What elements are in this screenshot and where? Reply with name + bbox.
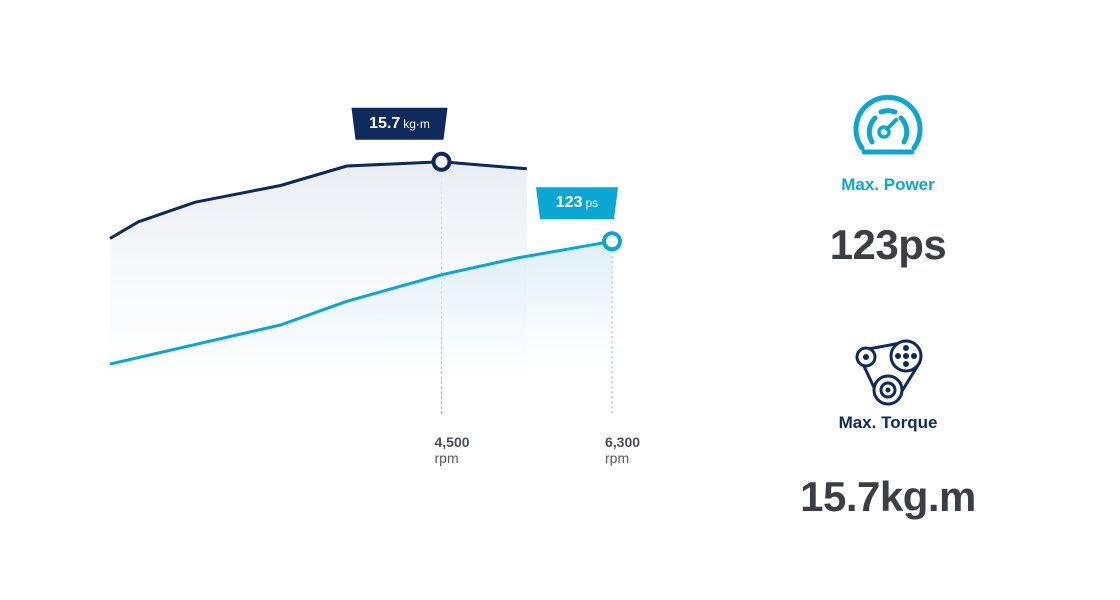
torque-callout-value: 15.7	[369, 114, 401, 132]
power-callout-unit: ps	[585, 196, 599, 211]
x-tick-label: 6,300 rpm	[605, 434, 640, 466]
max-power-stat: Max. Power 123ps	[790, 92, 986, 269]
x-tick-value: 4,500	[434, 434, 470, 450]
torque-callout-unit: kg·m	[403, 116, 430, 131]
power-area	[110, 241, 612, 378]
x-tick-unit: rpm	[434, 450, 459, 466]
max-power-label: Max. Power	[841, 175, 935, 194]
torque-callout-bg	[351, 107, 448, 140]
torque-callout: 15.7 kg·m	[352, 109, 448, 139]
power-peak-marker	[602, 231, 622, 252]
max-power-value: 123ps	[829, 221, 947, 268]
x-tick-value: 6,300	[605, 434, 641, 450]
max-torque-value: 15.7kg.m	[800, 473, 976, 520]
pulley-belt-icon	[855, 339, 923, 406]
x-tick-label: 4,500 rpm	[435, 434, 470, 466]
speedometer-icon	[853, 94, 923, 155]
torque-peak-marker	[431, 151, 452, 172]
power-callout-value: 123	[555, 194, 583, 212]
max-torque-stat: Max. Torque 15.7kg.m	[790, 338, 986, 521]
x-tick-unit: rpm	[605, 450, 630, 466]
power-line	[109, 239, 613, 366]
power-callout-bg	[536, 187, 618, 220]
power-callout: 123 ps	[536, 188, 618, 218]
max-torque-label: Max. Torque	[838, 413, 938, 432]
